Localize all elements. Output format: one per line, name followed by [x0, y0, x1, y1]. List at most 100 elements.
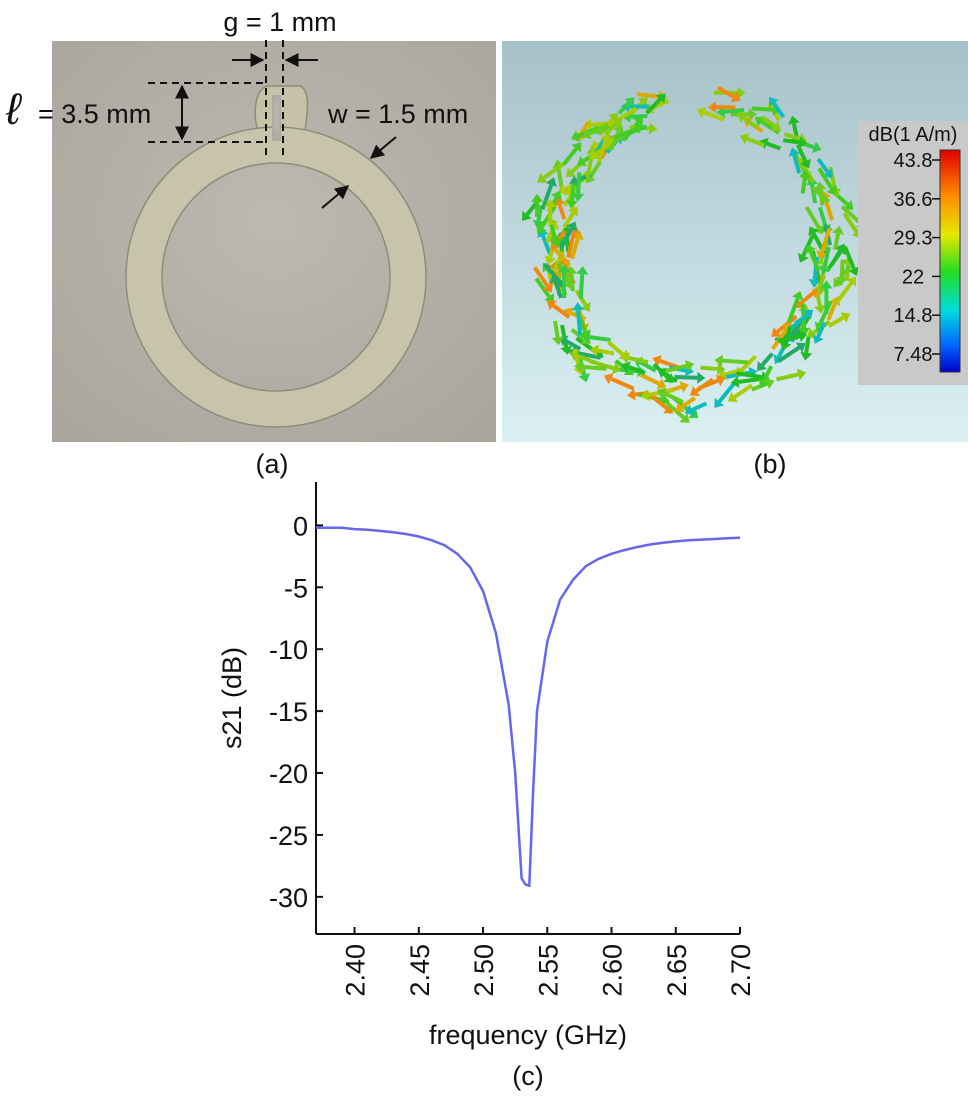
current-arrow — [533, 266, 550, 288]
current-arrow — [554, 248, 572, 267]
current-arrow-head — [684, 404, 695, 416]
current-arrow — [566, 232, 576, 258]
current-arrow — [777, 345, 801, 364]
current-arrow — [817, 206, 828, 227]
current-arrow-head — [568, 206, 579, 217]
current-arrow — [652, 362, 670, 379]
current-arrow — [576, 172, 582, 194]
current-arrow-head — [768, 96, 779, 107]
split-ring-photo — [125, 85, 427, 428]
x-axis-label: frequency (GHz) — [429, 1020, 627, 1050]
x-tick-label: 2.65 — [662, 944, 692, 997]
current-arrow — [836, 264, 852, 283]
colorbar-tick-label: 29.3 — [894, 228, 933, 250]
y-axis-label: s21 (dB) — [217, 647, 247, 749]
current-arrow-field — [522, 85, 866, 423]
current-arrow-head — [522, 210, 532, 221]
current-arrow-head — [832, 225, 844, 235]
current-arrow-head — [800, 351, 813, 361]
current-arrow — [760, 115, 776, 128]
current-arrow-head — [714, 354, 723, 367]
current-arrow-head — [572, 302, 585, 311]
current-arrow — [553, 320, 560, 338]
current-arrow-head — [679, 381, 689, 393]
current-arrow-head — [580, 301, 591, 312]
y-tick-label: -15 — [269, 697, 308, 727]
current-arrow — [540, 184, 554, 210]
current-arrow — [800, 177, 807, 194]
current-arrow — [808, 250, 821, 272]
current-arrow — [665, 363, 687, 373]
length-symbol: ℓ — [5, 85, 22, 134]
current-arrow-head — [565, 167, 576, 178]
current-arrow — [562, 147, 578, 166]
current-arrow — [751, 106, 774, 112]
current-arrow — [833, 233, 841, 251]
current-arrow — [791, 123, 799, 138]
colorbar-tick-label: 14.8 — [894, 305, 933, 327]
current-arrow-head — [574, 360, 583, 373]
current-arrow — [717, 380, 738, 403]
current-arrow-head — [663, 373, 674, 383]
current-arrow — [636, 92, 660, 99]
current-arrow-head — [545, 177, 557, 187]
current-arrow-head — [576, 266, 589, 275]
current-arrow-head — [800, 158, 811, 169]
current-arrow-head — [812, 334, 824, 344]
current-arrow-head — [737, 86, 746, 99]
current-arrow — [674, 374, 698, 380]
current-arrow-head — [813, 224, 824, 235]
current-arrow-head — [835, 245, 846, 256]
current-arrow — [834, 281, 853, 305]
current-arrow — [736, 371, 762, 380]
current-arrow-head — [814, 321, 826, 332]
panel-b-label: (b) — [754, 449, 787, 479]
current-arrow-head — [563, 279, 575, 290]
current-arrow — [559, 227, 574, 250]
y-tick-label: 0 — [293, 511, 308, 541]
y-tick-label: -10 — [269, 635, 308, 665]
current-arrow-head — [652, 355, 662, 367]
current-arrow — [597, 348, 615, 356]
x-tick-label: 2.60 — [598, 944, 628, 997]
current-arrow — [680, 396, 697, 409]
current-arrow-head — [612, 117, 623, 128]
colorbar-tick-label: 43.8 — [894, 150, 933, 172]
current-arrow-head — [578, 373, 591, 383]
current-arrow-head — [603, 373, 614, 385]
current-arrow-head — [758, 378, 770, 389]
current-arrow — [588, 123, 609, 136]
panel-c-label: (c) — [512, 1061, 543, 1091]
current-arrow-head — [803, 309, 814, 320]
current-arrow-head — [655, 93, 666, 104]
current-arrow — [549, 224, 558, 241]
current-arrow-head — [798, 136, 808, 149]
current-arrow — [691, 401, 708, 412]
colorbar-tick-label: 36.6 — [894, 189, 933, 211]
x-tick-label: 2.45 — [405, 944, 435, 997]
current-arrow-head — [848, 266, 860, 276]
colorbar-legend: dB(1 A/m) 43.8 36.6 29.3 22 14.8 7.48 — [858, 121, 968, 385]
current-arrow — [786, 297, 800, 323]
current-arrow — [564, 339, 582, 351]
current-arrow — [588, 160, 602, 178]
current-arrow-head — [549, 274, 561, 284]
current-arrow — [742, 116, 758, 129]
current-arrow-head — [833, 277, 844, 288]
current-arrow-head — [544, 292, 554, 303]
current-arrow-head — [565, 199, 578, 209]
current-arrow-head — [730, 91, 741, 103]
length-label: = 3.5 mm — [38, 99, 151, 129]
current-arrow — [760, 119, 781, 135]
current-arrow — [695, 377, 714, 393]
current-arrow — [716, 85, 735, 99]
current-arrow-head — [546, 300, 557, 311]
chart-ticks: 0 -5 -10 -15 -20 -25 -30 2.40 2.45 2.50 2.55 2.60 2.… — [269, 511, 756, 996]
chart-axes — [315, 482, 740, 935]
current-arrow — [722, 358, 748, 365]
current-arrow-head — [690, 386, 701, 396]
dimension-arrows — [175, 53, 397, 209]
current-arrow-head — [771, 327, 782, 337]
current-arrow — [665, 401, 685, 420]
current-arrow — [553, 280, 563, 299]
